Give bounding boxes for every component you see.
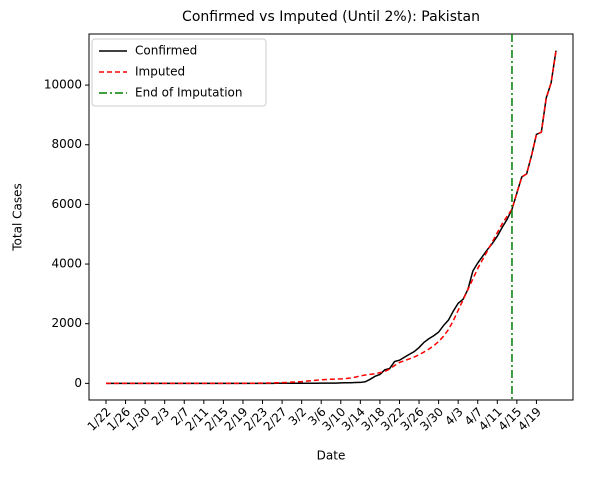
y-tick-label: 6000 [51,197,82,211]
x-tick-label: 4/19 [515,405,544,434]
y-tick-label: 10000 [44,78,82,92]
x-axis-label: Date [317,449,346,463]
y-axis-label: Total Cases [11,183,25,251]
y-tick-label: 4000 [51,257,82,271]
x-tick-label: 2/3 [149,405,173,429]
legend-label: Confirmed [135,44,197,58]
y-tick-label: 8000 [51,137,82,151]
legend-label: End of Imputation [135,86,243,100]
plot-frame [88,33,574,401]
legend-label: Imputed [135,65,185,79]
series-line [106,50,557,385]
legend-box [91,38,267,107]
y-tick-label: 0 [74,376,82,390]
x-tick-label: 4/3 [442,405,466,429]
y-tick-label: 2000 [51,316,82,330]
chart-title: Confirmed vs Imputed (Until 2%): Pakista… [182,9,480,25]
x-tick-label: 3/2 [286,405,310,429]
